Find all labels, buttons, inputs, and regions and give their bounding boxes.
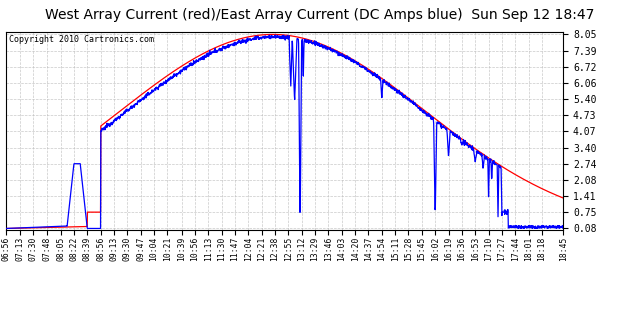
- Text: Copyright 2010 Cartronics.com: Copyright 2010 Cartronics.com: [9, 35, 154, 44]
- Text: West Array Current (red)/East Array Current (DC Amps blue)  Sun Sep 12 18:47: West Array Current (red)/East Array Curr…: [45, 8, 595, 22]
